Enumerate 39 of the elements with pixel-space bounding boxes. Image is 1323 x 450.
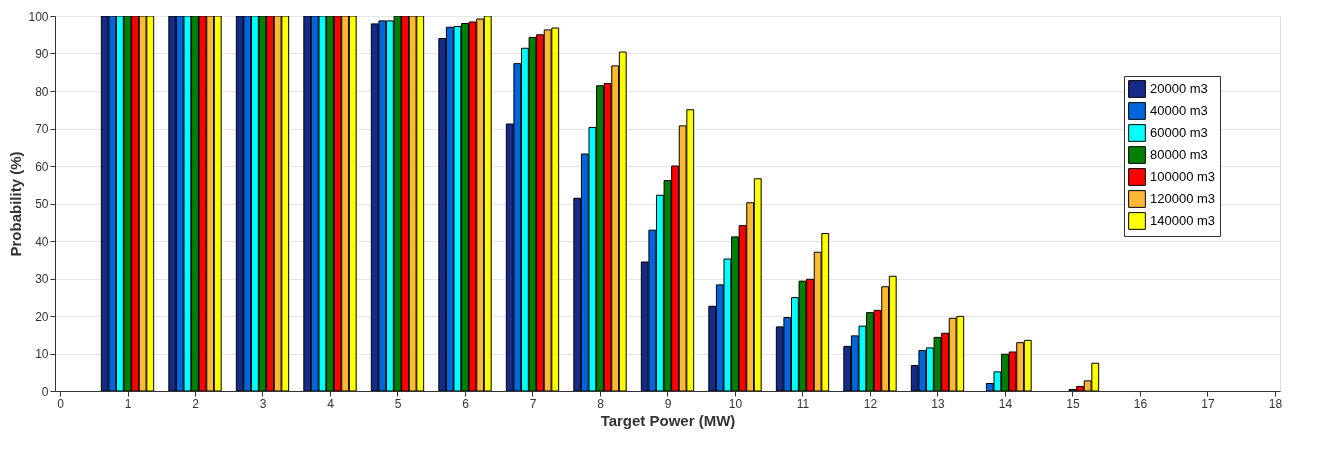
y-axis-title: Probability (%) — [7, 151, 25, 257]
x-tick-label: 13 — [931, 396, 945, 411]
y-tick-label: 40 — [35, 234, 49, 249]
x-tick-label: 10 — [728, 396, 743, 411]
legend-label: 20000 m3 — [1150, 81, 1208, 96]
x-tick-label: 4 — [327, 396, 335, 411]
y-tick-label: 30 — [35, 272, 49, 286]
y-tick-label: 70 — [35, 122, 49, 136]
y-tick-label: 50 — [35, 197, 49, 211]
y-tick-label: 10 — [35, 347, 49, 361]
legend-label: 80000 m3 — [1150, 147, 1208, 162]
x-tick-label: 11 — [796, 396, 810, 411]
x-tick-label: 15 — [1066, 396, 1080, 411]
x-axis-title: Target Power (MW) — [600, 411, 736, 429]
x-tick-label: 3 — [259, 396, 267, 411]
x-tick-label: 9 — [664, 396, 672, 411]
x-tick-label: 18 — [1268, 396, 1283, 411]
x-tick-label: 0 — [57, 396, 65, 411]
y-tick-label: 90 — [35, 47, 49, 61]
legend-label: 40000 m3 — [1150, 103, 1208, 118]
x-tick-label: 12 — [863, 396, 878, 411]
x-tick-label: 8 — [597, 396, 605, 411]
y-tick-label: 0 — [41, 384, 49, 399]
y-tick-label: 100 — [28, 9, 49, 24]
x-tick-label: 5 — [394, 396, 402, 411]
y-tick-label: 20 — [35, 309, 49, 324]
x-tick-label: 2 — [192, 396, 200, 411]
y-tick-label: 80 — [35, 84, 49, 99]
x-tick-label: 14 — [998, 396, 1013, 411]
legend-label: 120000 m3 — [1150, 191, 1216, 206]
x-tick-label: 7 — [529, 396, 537, 411]
legend-label: 100000 m3 — [1150, 169, 1216, 184]
x-tick-label: 1 — [124, 396, 132, 411]
y-tick-label: 60 — [35, 159, 49, 174]
x-tick-label: 17 — [1201, 396, 1215, 411]
x-tick-label: 16 — [1133, 396, 1148, 411]
legend-label: 140000 m3 — [1150, 213, 1216, 228]
legend-label: 60000 m3 — [1150, 125, 1208, 140]
x-tick-label: 6 — [462, 396, 470, 411]
